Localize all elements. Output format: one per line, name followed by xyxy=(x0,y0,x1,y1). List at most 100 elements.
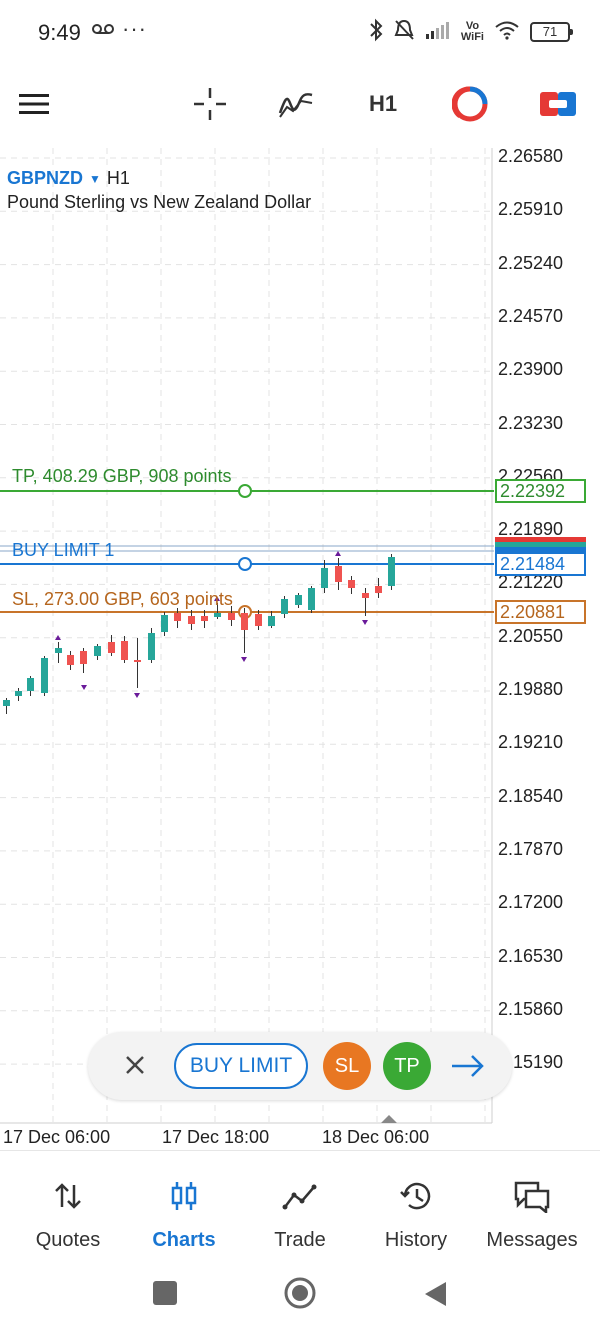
battery-icon: 71 xyxy=(530,22,573,42)
voicemail-icon xyxy=(92,20,114,41)
candle-body xyxy=(161,615,168,632)
candle-body xyxy=(80,651,87,664)
candle-body xyxy=(321,568,328,588)
time-axis-label: 17 Dec 18:00 xyxy=(162,1127,270,1147)
price-axis-label: 2.15190 xyxy=(498,1052,564,1073)
candle-body xyxy=(27,678,34,691)
candle-body xyxy=(281,599,288,614)
current-price-markers xyxy=(495,537,586,553)
home-button-icon[interactable] xyxy=(283,1276,317,1315)
buy-limit-price-tag: 2.21484 xyxy=(495,552,586,576)
fractal-marker xyxy=(362,620,368,625)
symbol-description: Pound Sterling vs New Zealand Dollar xyxy=(7,192,312,212)
buy-limit-button[interactable]: BUY LIMIT xyxy=(174,1043,308,1089)
buy-limit-line-label[interactable]: BUY LIMIT 1 xyxy=(12,540,115,560)
price-axis-label: 2.19880 xyxy=(498,679,564,699)
candle-body xyxy=(121,641,128,660)
price-axis-label: 2.23900 xyxy=(498,359,564,380)
symbol-timeframe: H1 xyxy=(106,168,130,188)
tp-button[interactable]: TP xyxy=(383,1042,431,1090)
arrow-right-icon[interactable] xyxy=(448,1046,488,1086)
chart-toolbar: H1 xyxy=(0,64,600,144)
candle-body xyxy=(214,613,221,617)
more-notifications-icon: ··· xyxy=(122,16,147,41)
bell-muted-icon xyxy=(393,18,415,47)
close-icon[interactable] xyxy=(120,1050,150,1080)
candle-body xyxy=(94,646,101,656)
vowifi-bottom: WiFi xyxy=(460,31,484,43)
history-icon xyxy=(400,1182,431,1210)
symbol-header[interactable]: GBPNZD ▼ H1 xyxy=(7,168,130,189)
charts-icon xyxy=(171,1182,197,1210)
candle-body xyxy=(375,586,382,593)
fractal-marker xyxy=(241,657,247,662)
crosshair-icon[interactable] xyxy=(190,82,230,126)
new-order-icon[interactable] xyxy=(538,82,578,126)
nav-label: Charts xyxy=(152,1229,216,1251)
messages-icon xyxy=(514,1181,550,1213)
candle-body xyxy=(108,642,115,653)
status-time: 9:49 xyxy=(38,20,81,45)
candle-body xyxy=(201,616,208,621)
price-chart[interactable] xyxy=(0,148,600,1148)
vowifi-top: Vo xyxy=(465,20,480,32)
recents-button-icon[interactable] xyxy=(152,1280,178,1311)
tp-handle xyxy=(238,484,252,498)
nav-messages[interactable]: Messages xyxy=(474,1179,590,1252)
price-axis-label: 2.18540 xyxy=(498,785,564,806)
fractal-marker xyxy=(214,596,220,601)
price-axis-label: 2.20550 xyxy=(498,625,564,646)
symbol-dropdown-icon[interactable]: ▼ xyxy=(89,171,101,186)
trade-icon xyxy=(282,1184,317,1210)
status-bar: 9:49 ··· Vo WiFi 71 xyxy=(0,0,600,64)
chart-objects-icon[interactable] xyxy=(450,82,490,126)
price-axis-label: 2.25240 xyxy=(498,252,564,273)
vowifi-icon: Vo WiFi xyxy=(461,21,484,43)
candle-body xyxy=(268,616,275,626)
nav-trade[interactable]: Trade xyxy=(242,1179,358,1252)
candle-body xyxy=(188,616,195,624)
symbol-name[interactable]: GBPNZD xyxy=(7,168,83,188)
nav-label: Messages xyxy=(486,1229,578,1251)
sl-line-label[interactable]: SL, 273.00 GBP, 603 points xyxy=(12,589,233,609)
signal-icon xyxy=(425,20,451,45)
order-modify-panel: BUY LIMIT SL TP xyxy=(88,1032,512,1100)
candle-body xyxy=(388,557,395,586)
time-axis-label: 18 Dec 06:00 xyxy=(322,1127,430,1147)
sl-button[interactable]: SL xyxy=(323,1042,371,1090)
indicators-icon[interactable] xyxy=(276,82,316,126)
candle-body xyxy=(3,700,10,706)
price-axis-label: 2.25910 xyxy=(498,199,564,220)
chart-area[interactable]: GBPNZD ▼ H1 Pound Sterling vs New Zealan… xyxy=(0,146,600,1148)
nav-history[interactable]: History xyxy=(358,1179,474,1252)
scroll-marker xyxy=(381,1115,397,1123)
system-navigation-bar xyxy=(0,1256,600,1333)
candle-body xyxy=(308,588,315,610)
hamburger-menu-icon[interactable] xyxy=(14,82,54,126)
timeframe-button[interactable]: H1 xyxy=(368,91,398,116)
candle-body xyxy=(228,613,235,620)
nav-label: History xyxy=(384,1229,448,1251)
price-axis-label: 2.15860 xyxy=(498,998,564,1019)
candle-body xyxy=(55,648,62,653)
back-button-icon[interactable] xyxy=(422,1280,448,1313)
nav-quotes[interactable]: Quotes xyxy=(10,1179,126,1252)
candle-body xyxy=(241,613,248,630)
nav-label: Trade xyxy=(274,1229,326,1251)
price-axis-label: 2.16530 xyxy=(498,945,564,966)
fractal-marker xyxy=(134,693,140,698)
candle-body xyxy=(41,658,48,693)
bottom-navigation: Quotes Charts Trade History Messages xyxy=(0,1150,600,1256)
status-icons: Vo WiFi 71 xyxy=(369,16,573,48)
fractal-marker xyxy=(335,551,341,556)
quotes-icon xyxy=(55,1183,81,1209)
candle-body xyxy=(348,580,355,588)
nav-charts[interactable]: Charts xyxy=(126,1179,242,1252)
price-axis-label: 2.19210 xyxy=(498,732,564,753)
fractal-marker xyxy=(81,685,87,690)
candle-body xyxy=(174,613,181,621)
tp-line-label[interactable]: TP, 408.29 GBP, 908 points xyxy=(12,466,232,486)
candle-body xyxy=(148,633,155,660)
sl-price-tag: 2.20881 xyxy=(495,600,586,624)
price-axis-label: 2.26580 xyxy=(498,146,564,166)
